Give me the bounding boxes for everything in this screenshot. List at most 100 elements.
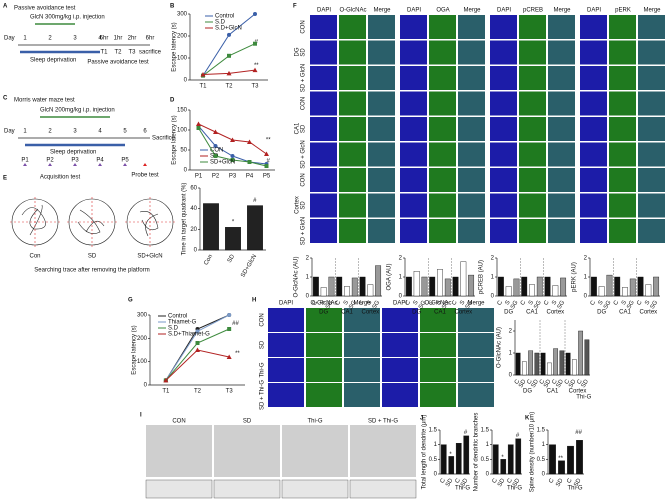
- image-tile: [368, 142, 395, 167]
- x-tick-label: C: [548, 477, 556, 484]
- label: CON: [172, 419, 185, 425]
- y-tick-label: 1: [434, 442, 438, 448]
- group-label: CA1: [434, 310, 446, 316]
- x-tick-label: SD: [512, 477, 522, 488]
- marker: [195, 329, 200, 334]
- group-label: DG: [597, 310, 606, 316]
- x-tick-label: P5: [263, 174, 271, 180]
- image-strip: [213, 479, 281, 499]
- marker: [264, 151, 269, 156]
- y-tick-label: 2: [306, 256, 310, 262]
- label: SD: [243, 419, 252, 425]
- bar: [558, 460, 565, 475]
- label: Sleep deprivation: [50, 150, 96, 156]
- image-tile: [609, 219, 636, 243]
- bar: [351, 277, 358, 297]
- marker: [195, 341, 200, 345]
- y-axis-label: Escape latency (s): [172, 22, 178, 71]
- image-tile: [429, 168, 456, 192]
- image-tile: [638, 193, 665, 218]
- x-tick-label: S: [644, 300, 651, 306]
- x-tick-label: C: [358, 299, 366, 306]
- bar: [344, 286, 350, 297]
- label: GlcN 200mg/kg i.p. injection: [40, 108, 115, 114]
- bar: [515, 438, 522, 475]
- image-tile: [344, 383, 380, 407]
- y-tick-label: 0: [434, 472, 438, 478]
- image-tile: [490, 117, 517, 141]
- x-tick-label: C: [551, 378, 559, 385]
- y-tick-label: 1: [306, 275, 310, 281]
- image-tile: [548, 193, 575, 218]
- x-tick-label: SG: [626, 300, 636, 311]
- image-tile: [609, 40, 636, 65]
- image-tile: [490, 168, 517, 192]
- legend-label: SD+GlcN: [210, 160, 235, 166]
- legend-label: Control: [215, 14, 234, 20]
- x-tick-label: SD: [555, 477, 565, 488]
- bar: [312, 276, 319, 297]
- x-tick-label: SD: [227, 253, 237, 264]
- image-tile: [490, 142, 517, 167]
- bar: [440, 444, 447, 475]
- image-tile: [282, 425, 348, 477]
- bar: [513, 278, 520, 297]
- bar: [437, 269, 443, 297]
- label: CON: [301, 20, 307, 33]
- panel-letter: A: [3, 4, 8, 10]
- label: 1: [23, 36, 27, 42]
- label: 6: [143, 129, 147, 135]
- image-tile: [310, 40, 337, 65]
- y-tick-label: 0: [194, 248, 198, 254]
- label: 6hr: [146, 36, 155, 42]
- label: CON: [301, 173, 307, 186]
- image-tile: [382, 308, 418, 332]
- bar: [560, 277, 567, 297]
- y-axis-label: Escape latency (s): [172, 115, 178, 164]
- series-line: [202, 13, 256, 76]
- label: Probe test: [131, 173, 159, 179]
- x-tick-label: SG: [441, 300, 451, 311]
- bar: [571, 359, 577, 376]
- y-tick-label: 1.5: [537, 428, 546, 434]
- annotation: **: [266, 138, 271, 144]
- label: 4: [98, 129, 102, 135]
- image-tile: [609, 168, 636, 192]
- image-tile: [400, 40, 427, 65]
- image-tile: [339, 15, 366, 39]
- image-tile: [609, 193, 636, 218]
- group-label: CA1: [547, 389, 559, 395]
- label: Acquisition test: [40, 175, 81, 181]
- bar: [606, 274, 613, 297]
- label: OGA: [436, 8, 449, 14]
- annotation: ##: [232, 321, 239, 327]
- y-axis-label: O-GlcNAc (AU): [294, 257, 300, 298]
- annotation: #: [253, 198, 257, 204]
- image-tile: [580, 117, 607, 141]
- y-tick-label: 0: [184, 78, 188, 84]
- bar: [455, 443, 462, 475]
- group-label: Cortex: [569, 389, 587, 395]
- x-tick-label: S: [366, 300, 373, 306]
- x-tick-label: SG: [372, 300, 382, 311]
- label: 6hr: [100, 36, 109, 42]
- marker: [200, 72, 206, 77]
- image-tile: [519, 117, 546, 141]
- legend-label: S.D+Thiamet-G: [168, 332, 210, 338]
- label: DAPI: [279, 301, 293, 307]
- x-tick-label: C: [335, 299, 343, 306]
- marker: [264, 164, 269, 168]
- y-tick-label: 1.5: [481, 428, 490, 434]
- y-tick-label: 0: [486, 472, 490, 478]
- y-tick-label: 0: [399, 294, 403, 300]
- y-tick-label: 2: [509, 329, 513, 335]
- bar: [405, 276, 412, 297]
- label: SD + Thi-G: [368, 419, 398, 425]
- image-tile: [420, 358, 456, 382]
- y-tick-label: 200: [177, 34, 188, 40]
- marker: [227, 32, 231, 37]
- image-tile: [609, 66, 636, 90]
- x-tick-label: Con: [203, 254, 214, 267]
- y-tick-label: 0: [584, 294, 588, 300]
- x-tick-label: C: [428, 299, 436, 306]
